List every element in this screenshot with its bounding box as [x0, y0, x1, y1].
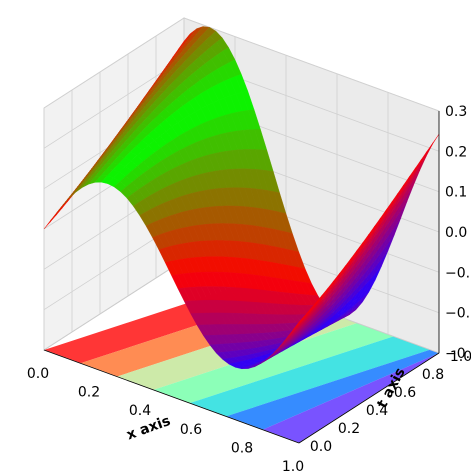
z-tick-label: 0.1 [445, 185, 467, 201]
x-tick-label: 0.8 [231, 440, 253, 456]
t-tick-label: 1.0 [450, 349, 471, 365]
t-axis-line [298, 352, 440, 444]
x-axis-line [43, 349, 300, 444]
t-tick-label: 0.0 [310, 439, 332, 455]
floor-contour-band [226, 349, 439, 430]
z-tick-label: 0.0 [445, 225, 467, 241]
floor-contour-band [189, 336, 430, 417]
floor-contour-band [153, 323, 394, 404]
x-tick-label: 0.2 [78, 385, 100, 401]
z-tick-label: 0.3 [445, 104, 467, 120]
surface [43, 26, 440, 370]
x-tick-label: 1.0 [282, 459, 304, 471]
z-axis-ticks: −0.3 −0.2 −0.1 0.0 0.1 0.2 0.3 [438, 104, 471, 362]
grid-line [43, 17, 440, 112]
z-tick-label: −0.2 [445, 306, 471, 322]
t-tick-label: 0.4 [366, 403, 388, 419]
z-tick-label: 0.2 [445, 144, 467, 160]
surface-patch [292, 315, 305, 331]
floor-contour-band [262, 353, 439, 443]
x-tick-label: 0.6 [180, 422, 202, 438]
z-tick-label: −0.1 [445, 265, 471, 281]
t-tick-label: 0.8 [422, 367, 444, 383]
x-tick-label: 0.4 [129, 403, 151, 419]
z-tick-label: −0.3 [445, 346, 471, 362]
x-tick-label: 0.0 [27, 366, 49, 382]
t-tick-label: 0.6 [394, 385, 416, 401]
y-axis-ticks: 0.0 0.2 0.4 0.6 0.8 1.0 [298, 349, 471, 455]
x-axis-ticks: 0.0 0.2 0.4 0.6 0.8 1.0 [27, 349, 304, 471]
t-tick-label: 0.2 [338, 421, 360, 437]
